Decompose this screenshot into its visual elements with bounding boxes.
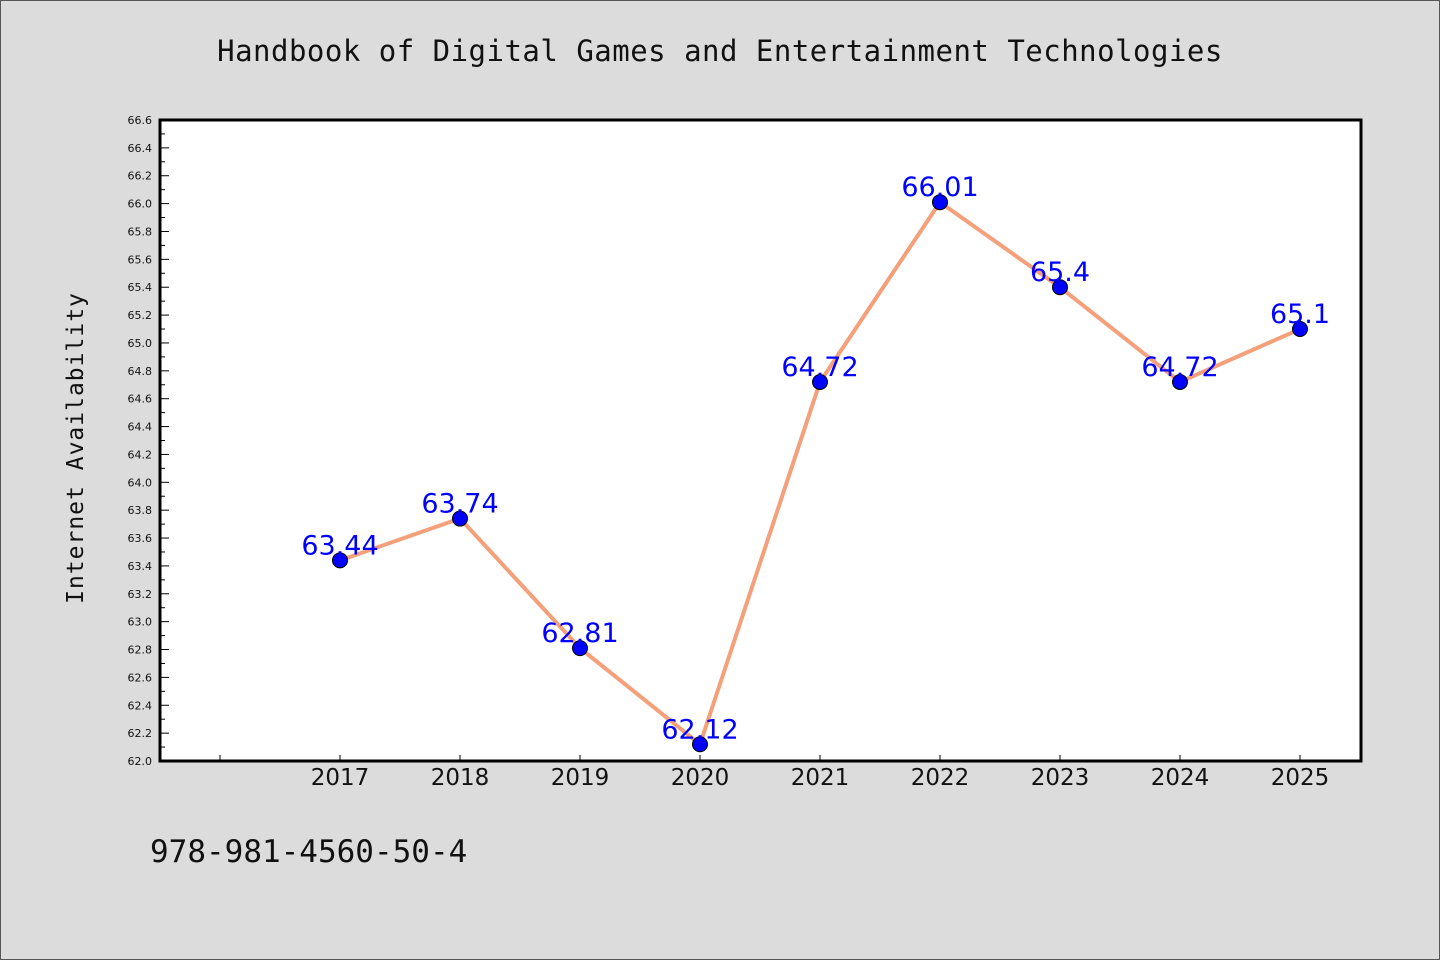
data-label: 64.72 bbox=[781, 352, 858, 383]
y-tick-label: 63.2 bbox=[128, 588, 153, 601]
x-tick-label: 2024 bbox=[1151, 765, 1210, 791]
y-tick-label: 63.0 bbox=[128, 616, 153, 629]
data-label: 64.72 bbox=[1141, 352, 1218, 383]
y-tick-label: 62.2 bbox=[128, 727, 153, 740]
plot-frame bbox=[158, 118, 1363, 763]
y-tick-label: 64.8 bbox=[128, 365, 153, 378]
y-tick-label: 63.4 bbox=[128, 560, 153, 573]
data-point bbox=[1292, 321, 1308, 338]
y-tick-label: 66.0 bbox=[128, 198, 153, 211]
x-tick-label: 2022 bbox=[911, 765, 970, 791]
data-point bbox=[932, 194, 948, 211]
data-label: 65.1 bbox=[1270, 299, 1330, 330]
y-tick-label: 62.4 bbox=[128, 699, 153, 712]
y-tick-label: 66.2 bbox=[128, 170, 153, 183]
data-label: 63.44 bbox=[301, 530, 378, 561]
y-tick-label: 62.8 bbox=[128, 644, 153, 657]
data-point bbox=[1052, 279, 1068, 296]
footer-isbn: 978-981-4560-50-4 bbox=[150, 834, 468, 870]
y-tick-label: 62.6 bbox=[128, 671, 153, 684]
data-point bbox=[812, 373, 828, 390]
data-point bbox=[332, 552, 348, 569]
y-tick-label: 65.4 bbox=[128, 281, 153, 294]
data-label: 66.01 bbox=[901, 172, 978, 203]
y-tick-label: 63.6 bbox=[128, 532, 153, 545]
y-tick-label: 66.6 bbox=[128, 114, 153, 127]
y-tick-label: 64.4 bbox=[128, 421, 153, 434]
data-label: 65.4 bbox=[1030, 257, 1090, 288]
y-tick-label: 65.8 bbox=[128, 225, 153, 238]
x-tick-label: 2023 bbox=[1031, 765, 1090, 791]
y-tick-label: 64.6 bbox=[128, 393, 153, 406]
y-tick-label: 66.4 bbox=[128, 142, 153, 155]
y-tick-label: 63.8 bbox=[128, 504, 153, 517]
x-tick-label: 2017 bbox=[311, 765, 370, 791]
y-tick-label: 65.0 bbox=[128, 337, 153, 350]
data-point bbox=[572, 640, 588, 657]
x-tick-label: 2019 bbox=[551, 765, 610, 791]
y-tick-label: 65.6 bbox=[128, 253, 153, 266]
chart-title: Handbook of Digital Games and Entertainm… bbox=[217, 34, 1223, 68]
plot-area bbox=[160, 120, 1361, 761]
data-point bbox=[1172, 373, 1188, 390]
y-tick-label: 62.0 bbox=[128, 755, 153, 768]
data-label: 62.12 bbox=[661, 714, 738, 745]
x-tick-label: 2018 bbox=[431, 765, 490, 791]
data-point bbox=[692, 736, 708, 753]
x-tick-label: 2020 bbox=[671, 765, 730, 791]
y-tick-label: 64.2 bbox=[128, 448, 153, 461]
data-label: 63.74 bbox=[421, 489, 498, 520]
x-tick-label: 2025 bbox=[1271, 765, 1330, 791]
y-tick-label: 64.0 bbox=[128, 476, 153, 489]
x-tick-label: 2021 bbox=[791, 765, 850, 791]
data-point bbox=[452, 510, 468, 527]
y-tick-label: 65.2 bbox=[128, 309, 153, 322]
data-label: 62.81 bbox=[541, 618, 618, 649]
